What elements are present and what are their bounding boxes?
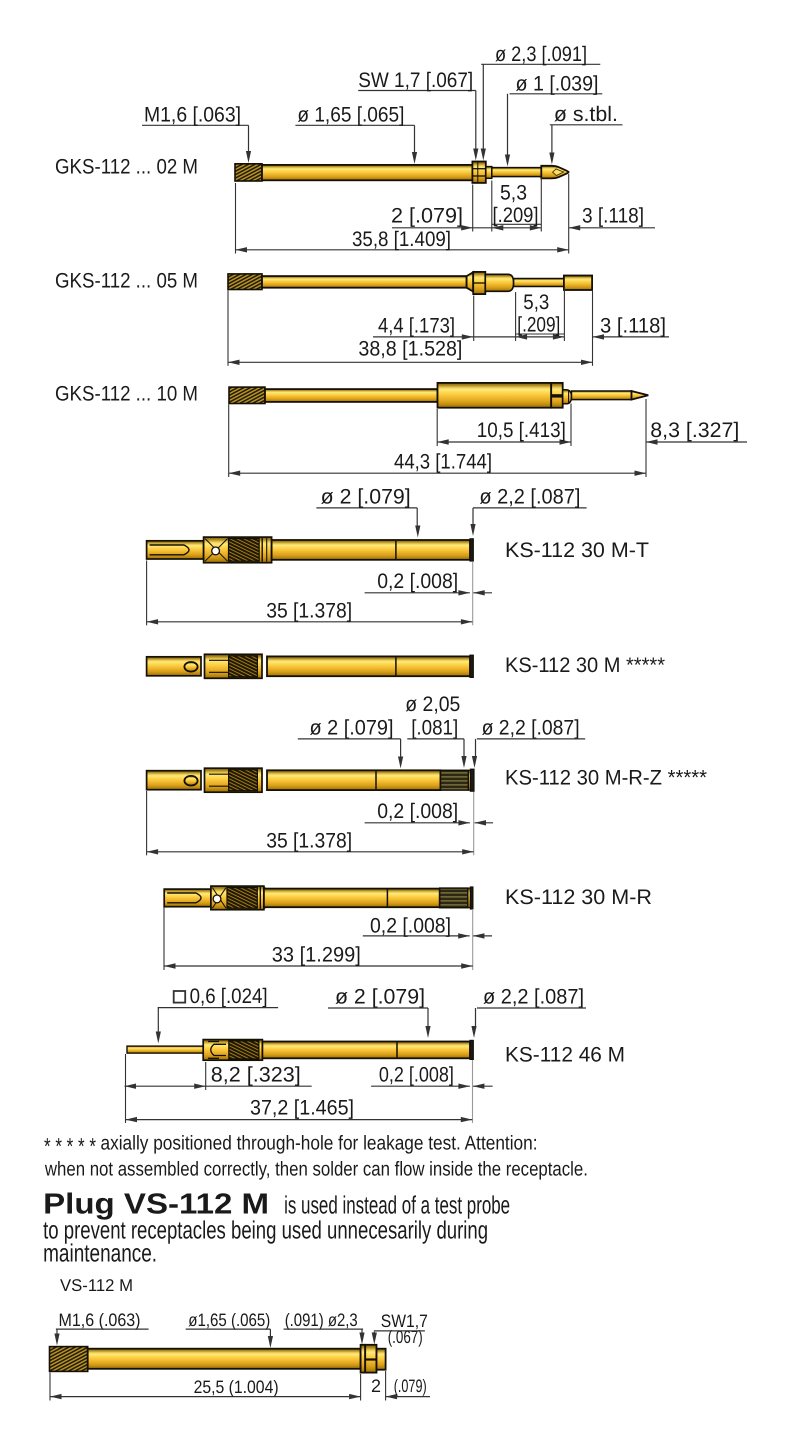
svg-text:33 [1.299]: 33 [1.299]	[272, 944, 361, 967]
svg-text:[.081]: [.081]	[411, 717, 458, 740]
svg-text:axially positioned through-hol: axially positioned through-hole for leak…	[101, 1133, 538, 1155]
svg-text:0,6 [.024]: 0,6 [.024]	[190, 985, 268, 1008]
svg-text:[.209]: [.209]	[517, 314, 560, 337]
svg-text:37,2 [1.465]: 37,2 [1.465]	[250, 1097, 354, 1120]
svg-text:5,3: 5,3	[523, 291, 549, 314]
svg-text:* * * * *: * * * * *	[44, 1133, 96, 1159]
svg-text:44,3 [1.744]: 44,3 [1.744]	[394, 451, 492, 474]
svg-text:ø 2,2 [.087]: ø 2,2 [.087]	[482, 717, 580, 740]
svg-text:KS-112 30 M *****: KS-112 30 M *****	[505, 654, 665, 677]
svg-text:when not assembled correctly,: when not assembled correctly, then solde…	[44, 1159, 588, 1181]
svg-text:(.079): (.079)	[394, 1376, 427, 1396]
svg-text:3 [.118]: 3 [.118]	[600, 315, 666, 338]
svg-text:0,2 [.008]: 0,2 [.008]	[377, 570, 458, 593]
svg-text:GKS-112 ... 05 M: GKS-112 ... 05 M	[55, 270, 198, 293]
svg-text:ø 2 [.079]: ø 2 [.079]	[321, 486, 411, 509]
svg-text:VS-112 M: VS-112 M	[60, 1276, 133, 1295]
svg-text:M1,6 [.063]: M1,6 [.063]	[144, 104, 241, 127]
svg-text:KS-112 30 M-R: KS-112 30 M-R	[505, 886, 652, 909]
svg-text:8,2 [.323]: 8,2 [.323]	[211, 1064, 301, 1087]
svg-text:ø s.tbl.: ø s.tbl.	[554, 103, 618, 126]
svg-text:Plug VS-112 M: Plug VS-112 M	[43, 1189, 269, 1221]
svg-text:2: 2	[371, 1376, 381, 1396]
svg-text:(.091) ø2,3: (.091) ø2,3	[285, 1310, 358, 1330]
svg-text:2 [.079]: 2 [.079]	[391, 205, 463, 228]
svg-text:35,8 [1.409]: 35,8 [1.409]	[352, 228, 451, 251]
svg-text:KS-112 30 M-R-Z *****: KS-112 30 M-R-Z *****	[505, 767, 707, 790]
svg-text:KS-112 30 M-T: KS-112 30 M-T	[505, 539, 649, 562]
svg-text:M1,6 (.063): M1,6 (.063)	[59, 1310, 141, 1330]
svg-text:ø 1 [.039]: ø 1 [.039]	[516, 73, 599, 96]
svg-text:3 [.118]: 3 [.118]	[582, 205, 644, 228]
svg-text:38,8 [1.528]: 38,8 [1.528]	[358, 338, 462, 361]
svg-text:0,2 [.008]: 0,2 [.008]	[379, 1064, 454, 1087]
svg-text:5,3: 5,3	[500, 182, 527, 205]
svg-text:35 [1.378]: 35 [1.378]	[266, 830, 352, 853]
svg-text:to prevent receptacles being u: to prevent receptacles being used unnece…	[43, 1217, 488, 1245]
svg-text:10,5 [.413]: 10,5 [.413]	[477, 419, 566, 442]
svg-text:GKS-112 ... 10 M: GKS-112 ... 10 M	[55, 383, 198, 406]
svg-text:SW 1,7 [.067]: SW 1,7 [.067]	[358, 69, 473, 92]
svg-text:KS-112 46 M: KS-112 46 M	[505, 1044, 625, 1067]
svg-text:ø 2,2 [.087]: ø 2,2 [.087]	[479, 486, 580, 509]
svg-text:4,4 [.173]: 4,4 [.173]	[378, 315, 455, 338]
svg-text:[.209]: [.209]	[493, 204, 539, 227]
svg-text:ø 1,65 [.065]: ø 1,65 [.065]	[297, 104, 404, 127]
svg-text:ø 2 [.079]: ø 2 [.079]	[310, 717, 394, 740]
svg-text:(.067): (.067)	[388, 1327, 423, 1347]
svg-text:0,2 [.008]: 0,2 [.008]	[377, 800, 458, 823]
svg-text:is used instead of a test prob: is used instead of a test probe	[284, 1192, 510, 1220]
svg-text:ø1,65 (.065): ø1,65 (.065)	[188, 1310, 270, 1330]
svg-text:ø 2,05: ø 2,05	[405, 693, 460, 716]
svg-text:35 [1.378]: 35 [1.378]	[266, 600, 352, 623]
svg-text:ø 2,2 [.087]: ø 2,2 [.087]	[483, 986, 584, 1009]
svg-text:0,2 [.008]: 0,2 [.008]	[370, 915, 451, 938]
svg-text:ø 2,3 [.091]: ø 2,3 [.091]	[495, 43, 587, 66]
svg-text:ø 2 [.079]: ø 2 [.079]	[335, 986, 425, 1009]
svg-text:25,5 (1.004): 25,5 (1.004)	[194, 1377, 279, 1397]
svg-text:GKS-112 ... 02 M: GKS-112 ... 02 M	[55, 156, 198, 179]
svg-text:8,3 [.327]: 8,3 [.327]	[650, 419, 739, 442]
svg-text:maintenance.: maintenance.	[43, 1240, 157, 1268]
svg-text:SW1,7: SW1,7	[381, 1311, 428, 1331]
